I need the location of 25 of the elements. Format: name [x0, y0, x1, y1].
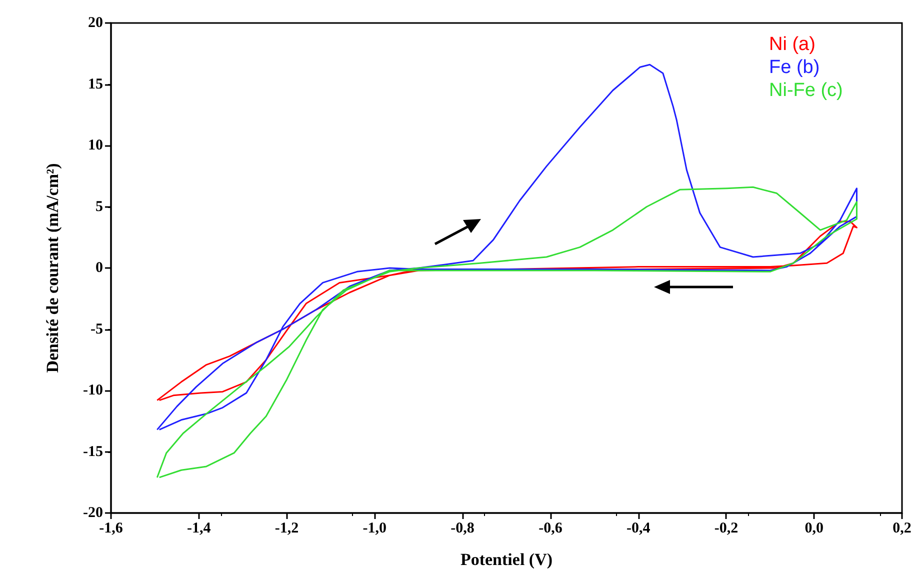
y-tick-label: -5 [90, 321, 103, 338]
x-tick-label: -1,6 [99, 520, 124, 536]
y-tick-label: -20 [83, 505, 103, 521]
y-tick-label: -10 [83, 382, 103, 398]
y-tick-label: 0 [96, 260, 103, 276]
x-tick-label: -1,0 [362, 520, 387, 536]
y-axis-title: Densité de courant (mA/cm²) [43, 163, 62, 373]
y-tick-label: 15 [88, 76, 103, 92]
x-tick-label: -1,4 [187, 520, 212, 536]
y-tick-label: 10 [88, 138, 103, 154]
x-tick-label: -0,6 [538, 520, 563, 536]
x-tick-label: 0,0 [804, 520, 824, 536]
text: Ni-Fe (c) [769, 80, 843, 101]
y-tick-label: 20 [88, 15, 103, 31]
line-series [156, 186, 858, 478]
text: Ni (a) [769, 34, 816, 55]
x-tick-label: -0,8 [450, 520, 474, 536]
text: Fe (b) [769, 57, 820, 78]
x-axis-title: Potentiel (V) [460, 550, 553, 569]
x-tick-label: 0,2 [892, 520, 912, 536]
y-tick-label: -15 [83, 444, 103, 460]
y-tick-label: 5 [96, 198, 103, 215]
x-tick-label: -0,4 [626, 520, 651, 536]
x-tick-label: -0,2 [714, 520, 738, 536]
x-tick-label: -1,2 [274, 520, 299, 536]
